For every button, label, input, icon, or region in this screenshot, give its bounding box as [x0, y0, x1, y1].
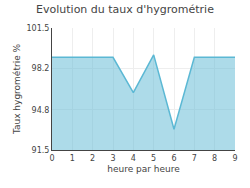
- svg-text:0: 0: [49, 154, 54, 163]
- svg-text:4: 4: [131, 154, 136, 163]
- svg-text:91.5: 91.5: [32, 146, 50, 155]
- svg-text:Evolution du taux d'hygrométri: Evolution du taux d'hygrométrie: [36, 3, 214, 16]
- svg-text:heure par heure: heure par heure: [107, 164, 180, 174]
- svg-text:2: 2: [90, 154, 95, 163]
- svg-text:101.5: 101.5: [26, 24, 49, 33]
- svg-text:7: 7: [192, 154, 197, 163]
- svg-text:94.8: 94.8: [32, 106, 50, 115]
- svg-text:9: 9: [232, 154, 237, 163]
- svg-text:6: 6: [171, 154, 176, 163]
- svg-text:1: 1: [70, 154, 75, 163]
- svg-text:8: 8: [212, 154, 217, 163]
- svg-text:98.2: 98.2: [32, 64, 50, 73]
- svg-text:5: 5: [151, 154, 156, 163]
- svg-text:Taux hygrométrie %: Taux hygrométrie %: [12, 43, 22, 135]
- svg-text:3: 3: [110, 154, 115, 163]
